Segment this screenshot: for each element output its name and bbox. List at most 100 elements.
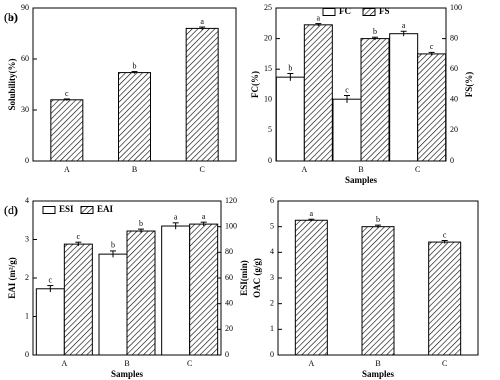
y2-tick-label: 0 [450,156,454,165]
y-axis-label: EAI (m²/g) [7,257,17,298]
y-axis-label: Solubility(%) [7,58,17,110]
y-tick-label: 1 [25,311,29,320]
legend-swatch [362,8,376,16]
x-tick-label: C [187,359,192,368]
significance-letter: b [139,219,143,228]
y-tick-label: 6 [270,196,274,205]
legend-swatch [80,206,94,214]
significance-letter: c [443,230,447,239]
y-tick-label: 15 [264,64,272,73]
y2-tick-label: 120 [225,196,237,205]
y-tick-label: 0 [25,156,29,165]
y-tick-label: 5 [270,221,274,230]
x-tick-label: B [358,165,363,174]
legend-label: FC [339,6,351,16]
bar [161,225,191,356]
significance-letter: c [65,89,69,98]
bar [189,223,219,356]
x-axis-label: Samples [111,369,144,379]
y-tick-label: 90 [21,3,29,12]
panel-label: (d) [4,203,18,217]
x-tick-label: A [308,359,314,368]
y-tick-label: 3 [270,273,274,282]
y2-axis-label: FS(%) [464,72,474,98]
bar [303,24,333,162]
x-tick-label: C [415,165,420,174]
legend-swatch [42,206,56,214]
bar [417,53,447,162]
legend-label: ESI [59,204,74,214]
bar [185,27,219,162]
bar [332,98,362,162]
x-axis-label: Samples [362,369,395,379]
significance-letter: a [317,13,321,22]
bar [428,241,462,356]
significance-letter: c [430,42,434,51]
legend-label: FS [379,6,390,16]
y-tick-label: 1 [270,324,274,333]
y-tick-label: 60 [21,54,29,63]
y2-tick-label: 40 [450,95,458,104]
x-tick-label: A [301,165,307,174]
y2-axis-label: ESI(min) [239,260,249,296]
y2-tick-label: 100 [225,221,237,230]
bar [389,33,419,162]
y2-tick-label: 20 [225,324,233,333]
y-axis-label: OAC (g/g) [252,258,262,298]
legend-label: EAI [97,204,114,214]
significance-letter: b [376,215,380,224]
y2-tick-label: 80 [450,33,458,42]
significance-letter: b [373,27,377,36]
significance-letter: a [402,21,406,30]
bar [361,226,395,356]
significance-letter: a [202,212,206,221]
y2-tick-label: 60 [450,64,458,73]
x-tick-label: B [375,359,380,368]
bar [35,288,65,356]
y-tick-label: 30 [21,105,29,114]
y-tick-label: 20 [264,33,272,42]
y-tick-label: 4 [270,247,274,256]
y2-tick-label: 0 [225,350,229,359]
panel-label: (a) [4,10,17,24]
x-tick-label: B [124,359,129,368]
bar [126,230,156,356]
x-tick-label: A [61,359,67,368]
panel-label: (b) [4,10,18,24]
y-tick-label: 0 [270,350,274,359]
legend-swatch [322,8,336,16]
significance-letter: c [77,232,81,241]
significance-letter: a [174,213,178,222]
bar [63,243,93,356]
significance-letter: c [49,275,53,284]
significance-letter: b [133,61,137,70]
y2-tick-label: 20 [450,125,458,134]
x-tick-label: C [442,359,447,368]
significance-letter: b [288,63,292,72]
y2-tick-label: 100 [450,3,462,12]
bar [98,253,128,356]
y-tick-label: 2 [270,298,274,307]
significance-letter: c [345,85,349,94]
x-tick-label: C [199,165,204,174]
y-tick-label: 25 [264,3,272,12]
significance-letter: a [310,209,314,218]
significance-letter: a [200,17,204,26]
bar [118,72,151,162]
x-tick-label: A [64,165,70,174]
significance-letter: b [111,241,115,250]
y-tick-label: 4 [25,196,29,205]
y2-tick-label: 80 [225,247,233,256]
panel-label: (c) [4,203,17,217]
bar [294,219,328,356]
y-axis-label: FC(%) [250,71,260,98]
y-tick-label: 0 [25,350,29,359]
y-tick-label: 2 [25,273,29,282]
y-tick-label: 5 [268,125,272,134]
x-tick-label: B [132,165,137,174]
y-tick-label: 10 [264,95,272,104]
bar [275,76,305,162]
y2-tick-label: 60 [225,273,233,282]
bar [50,99,84,162]
